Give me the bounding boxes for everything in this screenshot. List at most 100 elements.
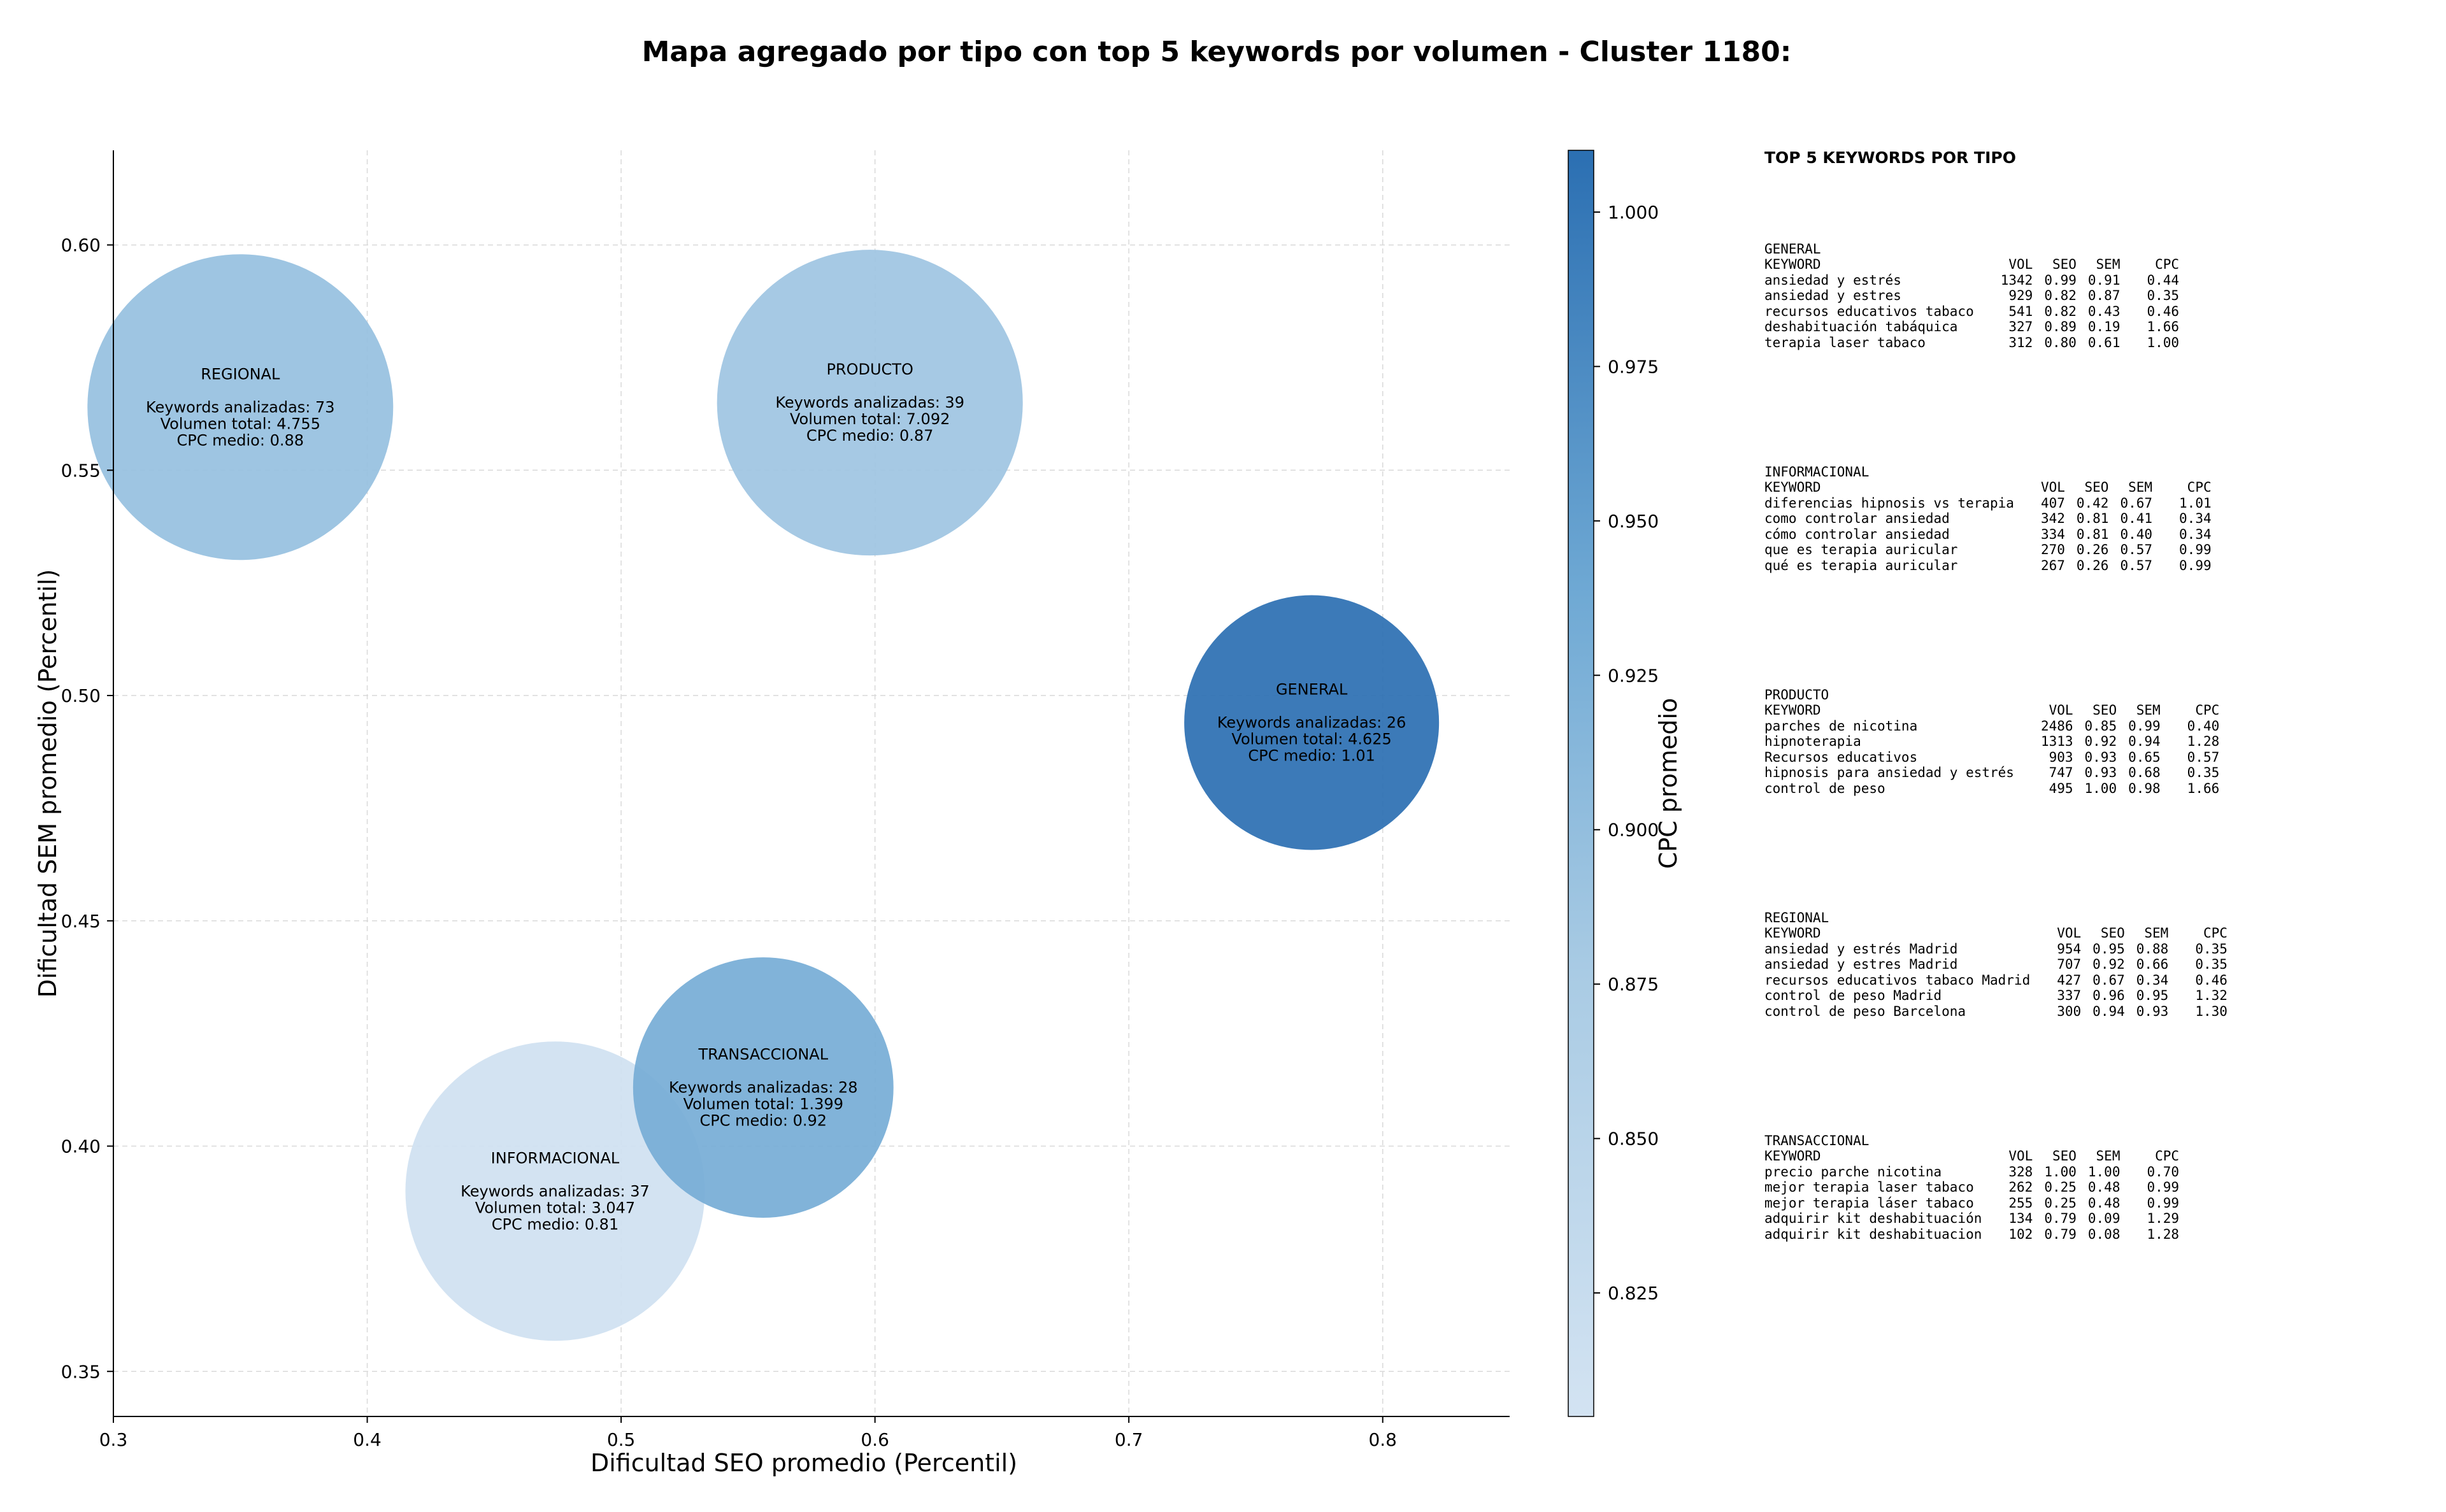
keyword-row: mejor terapia laser tabaco 262 0.25 0.48 0.9… [1764,1180,2179,1195]
keyword-cell: 0.93 [2084,749,2117,765]
keyword-cell: 0.89 [2044,319,2077,334]
keyword-cell: 427 [2057,972,2082,988]
keyword-cell: ansiedad y estrés Madrid [1764,941,1958,957]
keyword-group-title: GENERAL [1764,241,1821,257]
colorbar-label: CPC promedio [1654,698,1682,869]
bubble-cpc-label: CPC medio: 0.92 [700,1112,827,1130]
keyword-row: recursos educativos tabaco Madrid 427 0.67… [1764,973,2228,988]
keyword-group-title: REGIONAL [1764,909,1829,925]
header-cell: SEO [2052,1148,2077,1164]
keyword-cell: 0.98 [2128,780,2161,796]
keyword-cell: 707 [2057,957,2082,972]
panel-heading: TOP 5 KEYWORDS POR TIPO [1764,148,2016,167]
keyword-cell: 747 [2049,765,2073,780]
colorbar-gradient [1568,150,1594,1417]
y-tick-label: 0.35 [61,1361,101,1382]
keyword-cell: 0.26 [2076,542,2109,557]
keyword-cell: cómo controlar ansiedad [1764,526,1950,542]
keyword-cell: mejor terapia laser tabaco [1764,1180,1974,1195]
keyword-cell: hipnosis para ansiedad y estrés [1764,765,2014,780]
keyword-table: KEYWORD VOL SEO SEM CPC diferencias hipnosis … [1764,480,2212,573]
keyword-row: recursos educativos tabaco 541 0.82 0.43 0.4… [1764,304,2179,320]
keyword-cell: 0.48 [2087,1180,2121,1195]
keyword-cell: 0.57 [2120,542,2153,557]
keyword-cell: 0.67 [2120,495,2153,511]
keyword-cell: 0.25 [2044,1180,2077,1195]
bubble-type-label: PRODUCTO [826,360,913,378]
keyword-group-transaccional: TRANSACCIONAL KEYWORD VOL SEO SEM CPC precio p… [1764,1133,2179,1243]
keyword-row: parches de nicotina 2486 0.85 0.99 0.40 [1764,718,2219,734]
keyword-cell: 0.70 [2147,1164,2180,1180]
keyword-cell: ansiedad y estrés [1764,272,1901,288]
keyword-row: Recursos educativos 903 0.93 0.65 0.57 [1764,750,2219,766]
keyword-row: mejor terapia láser tabaco 255 0.25 0.48 0.9… [1764,1195,2179,1211]
keyword-cell: 0.40 [2120,526,2153,542]
keyword-cell: 0.93 [2136,1003,2169,1019]
keyword-cell: recursos educativos tabaco Madrid [1764,972,2031,988]
keyword-group-regional: REGIONAL KEYWORD VOL SEO SEM CPC ansiedad y es… [1764,910,2228,1020]
keyword-row: control de peso Madrid 337 0.96 0.95 1.32 [1764,988,2228,1004]
keyword-cell: 0.44 [2147,272,2180,288]
keyword-row: ansiedad y estres 929 0.82 0.87 0.35 [1764,288,2179,304]
keyword-row: control de peso 495 1.00 0.98 1.66 [1764,781,2219,797]
header-cell: CPC [2155,1148,2180,1164]
keyword-cell: 0.80 [2044,334,2077,350]
keyword-cell: 0.26 [2076,557,2109,573]
keyword-table-header: KEYWORD VOL SEO SEM CPC [1764,1148,2179,1164]
keyword-cell: como controlar ansiedad [1764,511,1950,526]
y-tick-label: 0.45 [61,911,101,932]
keyword-cell: 0.92 [2092,957,2125,972]
bubble-cpc-label: CPC medio: 0.81 [492,1215,619,1233]
keyword-cell: 0.96 [2092,988,2125,1003]
axes: 0.3 0.4 0.5 0.6 0.7 0.8 0.35 0.40 0.45 0.50 0.55 0.… [61,150,1510,1450]
keyword-cell: Recursos educativos [1764,749,1918,765]
header-cell: VOL [2008,1148,2033,1164]
keyword-row: deshabituación tabáquica 327 0.89 0.19 1.66 [1764,319,2179,335]
keyword-cell: 342 [2040,511,2065,526]
keyword-table: KEYWORD VOL SEO SEM CPC precio parche nicotin… [1764,1148,2179,1242]
top-keywords-panel: TOP 5 KEYWORDS POR TIPO GENERAL KEYWORD VO… [1764,148,2228,1241]
header-cell: SEM [2128,480,2153,495]
bubble-circle [405,1041,705,1341]
keyword-cell: 255 [2008,1195,2033,1211]
keyword-cell: 0.85 [2084,718,2117,734]
keyword-row: como controlar ansiedad 342 0.81 0.41 0.34 [1764,511,2212,527]
keyword-cell: 0.34 [2136,972,2169,988]
keyword-cell: deshabituación tabáquica [1764,319,1958,334]
keyword-cell: 0.94 [2092,1003,2125,1019]
keyword-cell: 0.66 [2136,957,2169,972]
header-cell: SEO [2100,925,2125,941]
keyword-cell: 0.92 [2084,734,2117,749]
y-tick-label: 0.40 [61,1136,101,1157]
keyword-cell: 0.43 [2087,303,2121,319]
header-cell: SEO [2092,703,2117,718]
header-cell: VOL [2040,480,2065,495]
keyword-cell: 541 [2008,303,2033,319]
header-cell: VOL [2008,257,2033,272]
keyword-cell: adquirir kit deshabituación [1764,1211,1982,1226]
keyword-cell: 267 [2040,557,2065,573]
keyword-cell: 1.66 [2147,319,2180,334]
keyword-table-header: KEYWORD VOL SEO SEM CPC [1764,703,2219,718]
keyword-cell: 1313 [2040,734,2073,749]
keyword-group-title: INFORMACIONAL [1764,464,1870,480]
bubble-keywords-label: Keywords analizadas: 28 [669,1079,858,1097]
bubble-circle [633,957,894,1218]
keyword-row: terapia laser tabaco 312 0.80 0.61 1.00 [1764,335,2179,351]
keyword-cell: 0.81 [2076,526,2109,542]
keyword-row: precio parche nicotina 328 1.00 1.00 0.70 [1764,1164,2179,1180]
keyword-cell: 0.79 [2044,1226,2077,1242]
keyword-table-header: KEYWORD VOL SEO SEM CPC [1764,480,2212,496]
keyword-cell: 0.40 [2187,718,2220,734]
header-cell: SEO [2052,257,2077,272]
keyword-table-header: KEYWORD VOL SEO SEM CPC [1764,257,2179,273]
keyword-cell: 0.82 [2044,303,2077,319]
keyword-cell: 0.81 [2076,511,2109,526]
keyword-cell: 407 [2040,495,2065,511]
keyword-cell: mejor terapia láser tabaco [1764,1195,1974,1211]
keyword-cell: 0.57 [2120,557,2153,573]
keyword-table: KEYWORD VOL SEO SEM CPC ansiedad y estrés 1342… [1764,257,2179,350]
